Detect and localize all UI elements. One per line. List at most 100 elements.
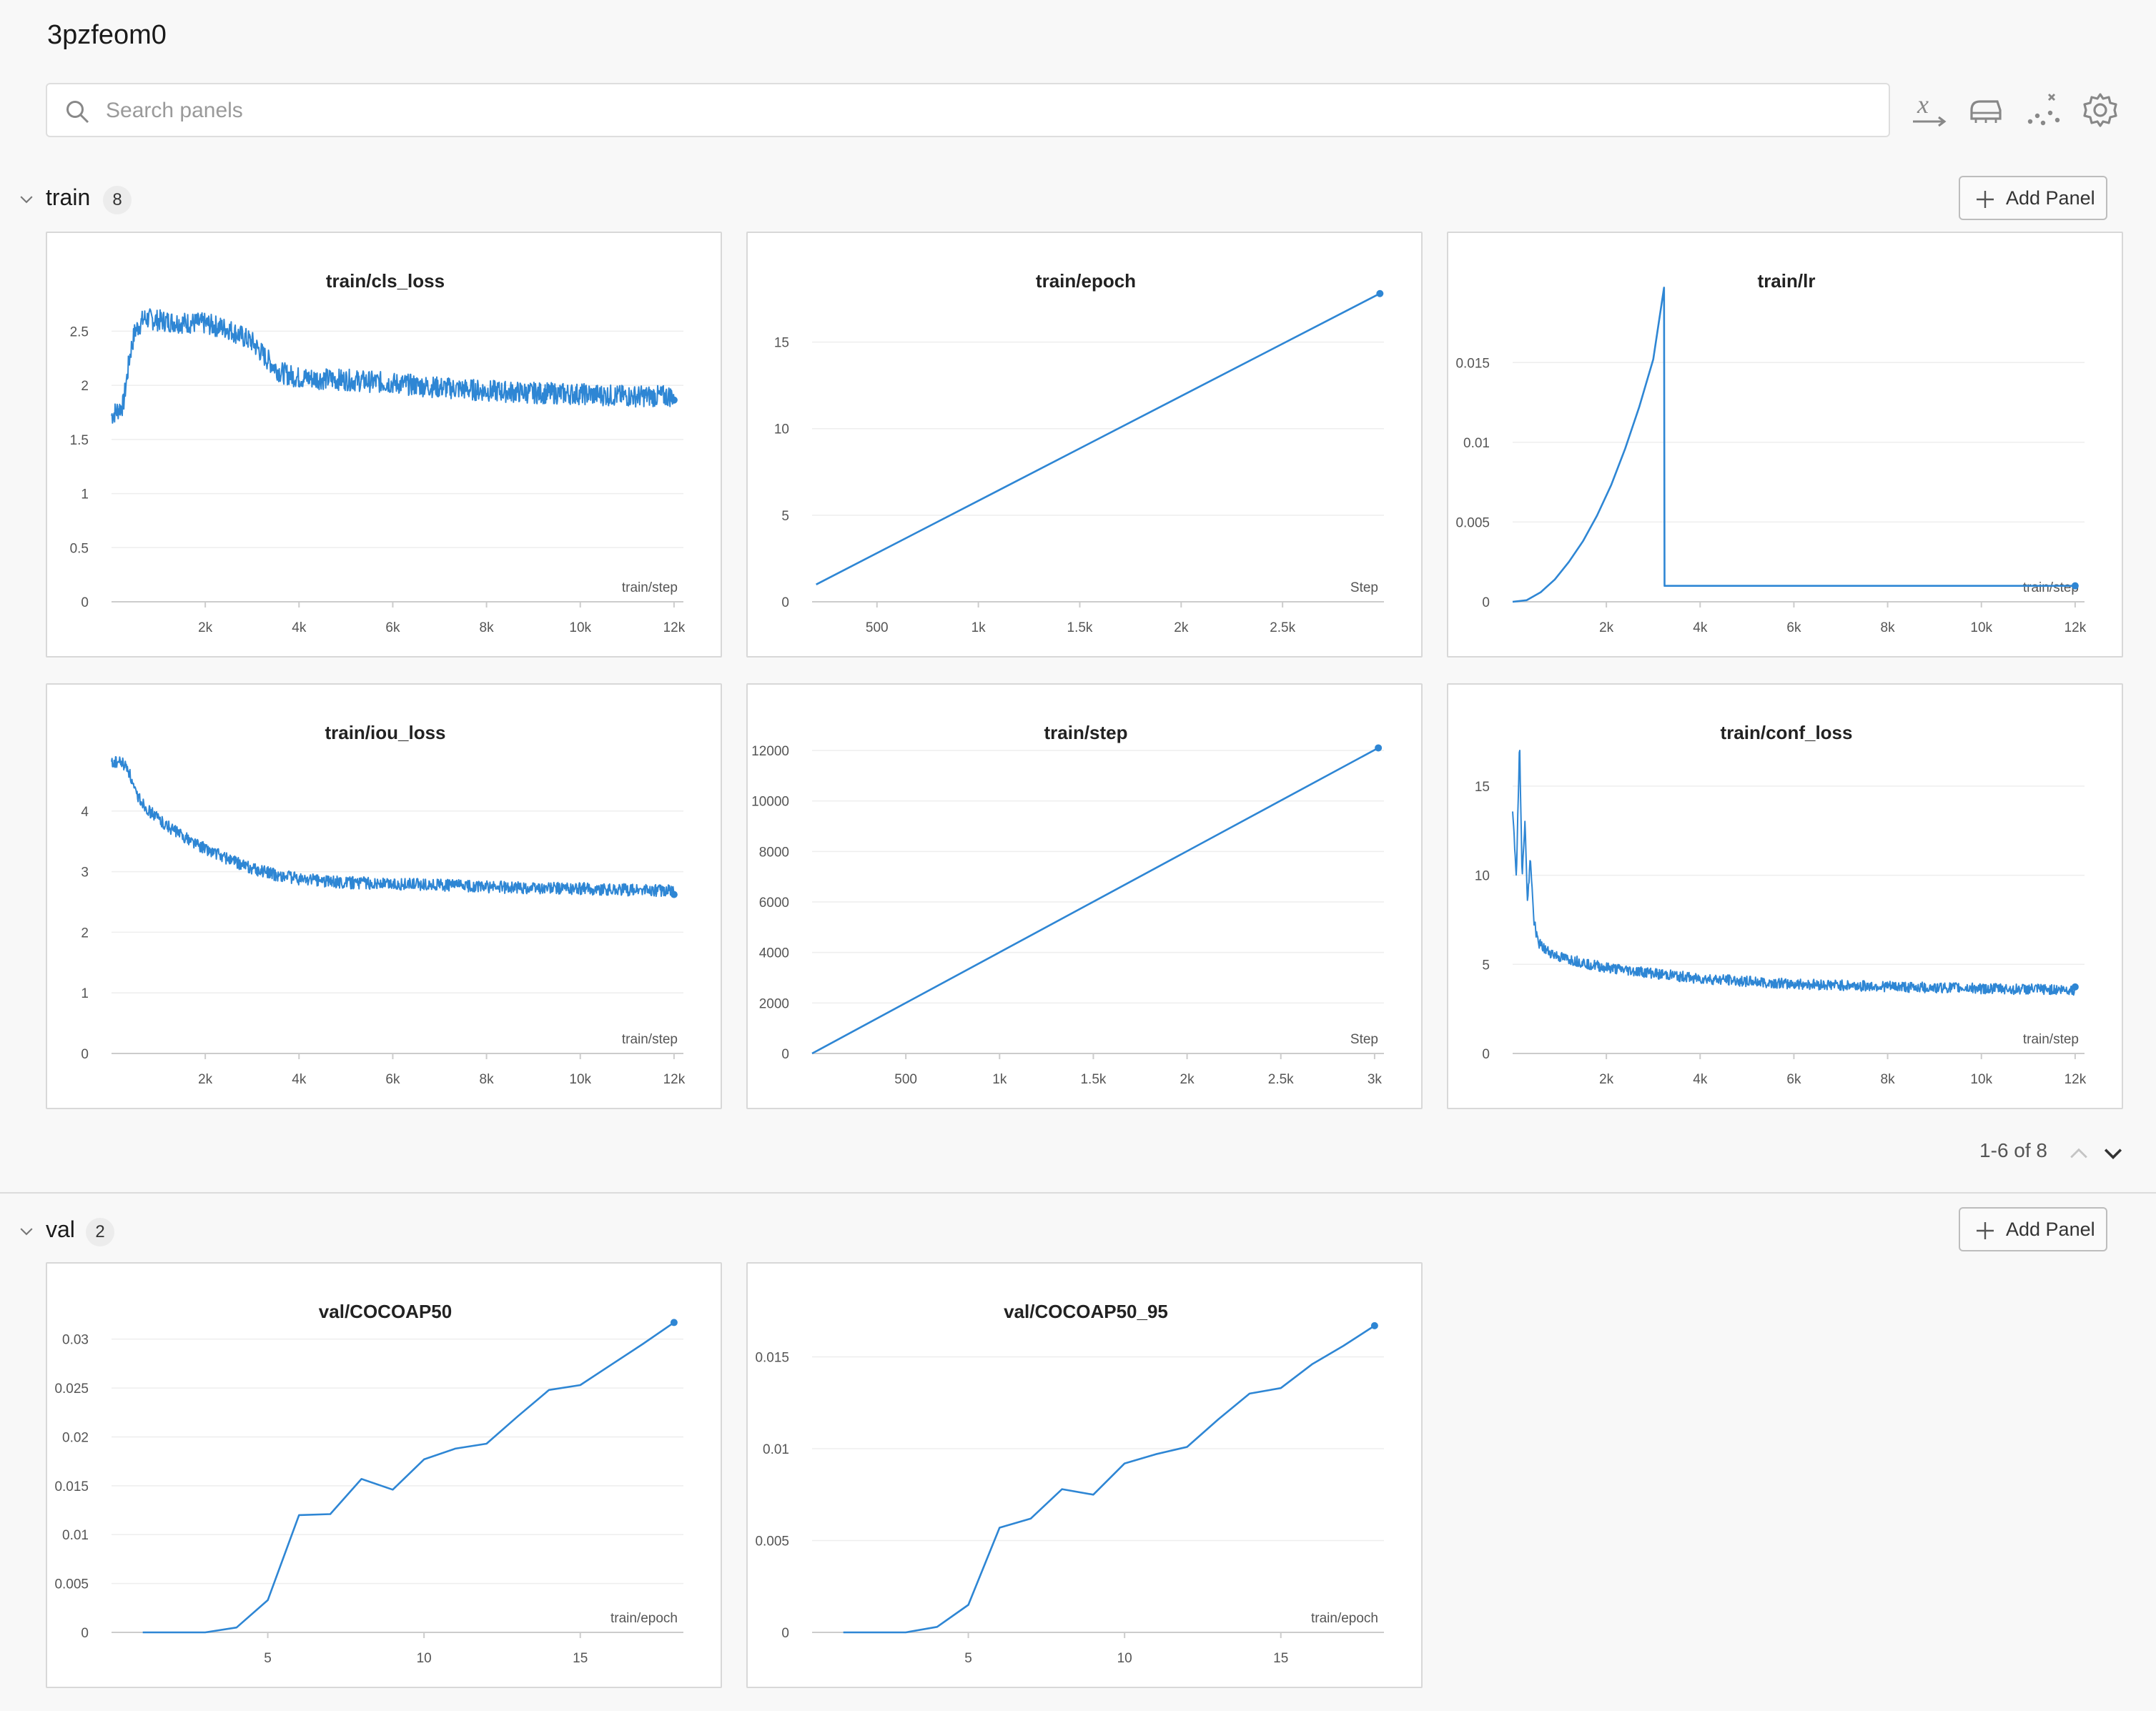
y-tick-label: 0 xyxy=(781,595,789,610)
x-tick-label: 6k xyxy=(1786,1072,1801,1087)
y-tick-label: 0 xyxy=(1482,595,1490,610)
x-tick-label: 1.5k xyxy=(1067,620,1093,635)
y-tick-label: 0 xyxy=(781,1626,789,1641)
chart-panel-step[interactable]: train/step 0 2000 4000 6000 8000 10000 12000 500… xyxy=(746,683,1423,1109)
y-tick-label: 0.005 xyxy=(1455,515,1490,530)
chart-panel-conf-loss[interactable]: train/conf_loss 0 5 10 15 2k 4k 6k 8k 10k 12k train… xyxy=(1447,683,2123,1109)
y-tick-label: 15 xyxy=(774,336,789,351)
chart-title: train/iou_loss xyxy=(325,722,445,743)
series-line xyxy=(1512,287,2075,603)
chart-title: train/conf_loss xyxy=(1721,722,1853,743)
x-tick-label: 4k xyxy=(1693,1072,1708,1087)
series-endpoint xyxy=(670,891,678,898)
y-tick-label: 1 xyxy=(81,986,89,1001)
search-icon xyxy=(66,101,89,124)
svg-text:x: x xyxy=(1917,90,1929,119)
x-axis-icon[interactable]: x xyxy=(1909,90,1949,130)
y-tick-label: 10000 xyxy=(751,795,789,810)
y-tick-label: 0.015 xyxy=(755,1351,789,1366)
section-name: train xyxy=(46,184,91,210)
outlier-icon[interactable] xyxy=(2023,90,2063,130)
series-line xyxy=(811,747,1379,1055)
add-panel-button-train[interactable]: Add Panel xyxy=(1959,176,2107,220)
y-tick-label: 2 xyxy=(81,926,89,941)
x-tick-label: 500 xyxy=(866,620,889,635)
series-endpoint xyxy=(670,1319,678,1326)
x-tick-label: 10k xyxy=(569,1072,591,1087)
x-tick-label: 6k xyxy=(385,620,400,635)
chart-panel-iou-loss[interactable]: train/iou_loss 0 1 2 3 4 2k 4k 6k 8k 10k 12k train/s… xyxy=(46,683,722,1109)
x-tick-label: 12k xyxy=(663,1072,686,1087)
x-tick-label: 1.5k xyxy=(1080,1072,1106,1087)
x-tick-label: 10 xyxy=(417,1651,432,1666)
add-panel-button-val[interactable]: Add Panel xyxy=(1959,1207,2107,1251)
y-tick-label: 10 xyxy=(1475,869,1490,884)
y-tick-label: 0.015 xyxy=(1455,356,1490,371)
add-panel-label: Add Panel xyxy=(2006,187,2095,209)
chart-panel-lr[interactable]: train/lr 0 0.005 0.01 0.015 2k 4k 6k 8k 10k 12k tra… xyxy=(1447,232,2123,658)
x-tick-label: 500 xyxy=(894,1072,917,1087)
y-tick-label: 15 xyxy=(1475,780,1490,795)
chart-panel-cocoap50[interactable]: val/COCOAP50 0 0.005 0.01 0.015 0.02 0.025 0.03… xyxy=(46,1262,722,1688)
section-header-val[interactable]: val 2 xyxy=(17,1211,160,1254)
x-tick-label: 12k xyxy=(663,620,686,635)
chart-conf-loss: train/conf_loss 0 5 10 15 2k 4k 6k 8k 10k 12k train… xyxy=(1475,722,2087,1087)
chart-title: train/lr xyxy=(1758,270,1816,292)
y-tick-label: 1.5 xyxy=(70,433,89,448)
x-tick-label: 12k xyxy=(2064,620,2087,635)
chart-lr: train/lr 0 0.005 0.01 0.015 2k 4k 6k 8k 10k 12k tra… xyxy=(1455,270,2087,635)
x-tick-label: 8k xyxy=(1881,1072,1896,1087)
chart-cocoap50-95: val/COCOAP50_95 0 0.005 0.01 0.015 5 10 15 train… xyxy=(755,1301,1384,1666)
x-tick-label: 4k xyxy=(292,620,307,635)
series-endpoint xyxy=(1375,744,1383,752)
search-bar[interactable] xyxy=(46,83,1890,137)
series-endpoint xyxy=(1370,1321,1378,1329)
chart-panel-epoch[interactable]: train/epoch 0 5 10 15 500 1k 1.5k 2k 2.5k Step xyxy=(746,232,1423,658)
y-tick-label: 2 xyxy=(81,379,89,394)
chart-iou-loss: train/iou_loss 0 1 2 3 4 2k 4k 6k 8k 10k 12k train/s… xyxy=(81,722,686,1087)
add-panel-label: Add Panel xyxy=(2006,1219,2095,1240)
smoothing-icon[interactable] xyxy=(1966,90,2006,130)
x-axis-label: train/epoch xyxy=(1311,1611,1378,1626)
y-tick-label: 0 xyxy=(781,1047,789,1062)
x-tick-label: 10 xyxy=(1117,1651,1132,1666)
series-endpoint xyxy=(2071,983,2079,991)
series-line xyxy=(843,1324,1375,1634)
pagination-label: 1-6 of 8 xyxy=(1979,1139,2047,1161)
y-tick-label: 0 xyxy=(1482,1047,1490,1062)
x-axis-label: train/step xyxy=(2023,580,2079,595)
chart-epoch: train/epoch 0 5 10 15 500 1k 1.5k 2k 2.5k Step xyxy=(774,270,1384,635)
gear-icon[interactable] xyxy=(2080,90,2120,130)
chart-panel-cocoap50-95[interactable]: val/COCOAP50_95 0 0.005 0.01 0.015 5 10 15 train… xyxy=(746,1262,1423,1688)
x-tick-label: 8k xyxy=(480,1072,495,1087)
page-up-icon[interactable] xyxy=(2066,1141,2092,1166)
section-header-train[interactable]: train 8 xyxy=(17,179,160,222)
y-tick-label: 12000 xyxy=(751,744,789,759)
x-tick-label: 2k xyxy=(198,620,213,635)
chart-title: train/step xyxy=(1044,722,1127,743)
series-line xyxy=(111,755,675,898)
x-tick-label: 15 xyxy=(573,1651,588,1666)
page-down-icon[interactable] xyxy=(2100,1141,2126,1166)
chart-cls-loss: train/cls_loss 0 0.5 1 1.5 2 2.5 2k 4k 6k 8k 10k 12k… xyxy=(70,270,686,635)
y-tick-label: 0.015 xyxy=(54,1479,89,1494)
chevron-down-icon xyxy=(20,196,33,204)
x-axis-label: train/step xyxy=(2023,1032,2079,1047)
x-axis-label: Step xyxy=(1350,580,1378,595)
y-tick-label: 3 xyxy=(81,866,89,881)
x-tick-label: 1k xyxy=(992,1072,1007,1087)
search-input[interactable] xyxy=(104,91,1851,130)
x-tick-label: 10k xyxy=(569,620,591,635)
x-tick-label: 2k xyxy=(198,1072,213,1087)
x-tick-label: 6k xyxy=(1786,620,1801,635)
y-tick-label: 5 xyxy=(781,509,789,524)
x-tick-label: 4k xyxy=(292,1072,307,1087)
y-tick-label: 2000 xyxy=(759,996,789,1011)
y-tick-label: 0.02 xyxy=(62,1430,89,1445)
series-endpoint xyxy=(1376,289,1384,297)
y-tick-label: 0.005 xyxy=(54,1577,89,1592)
y-tick-label: 0 xyxy=(81,595,89,610)
chart-panel-cls-loss[interactable]: train/cls_loss 0 0.5 1 1.5 2 2.5 2k 4k 6k 8k 10k 12k… xyxy=(46,232,722,658)
x-tick-label: 10k xyxy=(1970,1072,1992,1087)
y-tick-label: 0 xyxy=(81,1047,89,1062)
